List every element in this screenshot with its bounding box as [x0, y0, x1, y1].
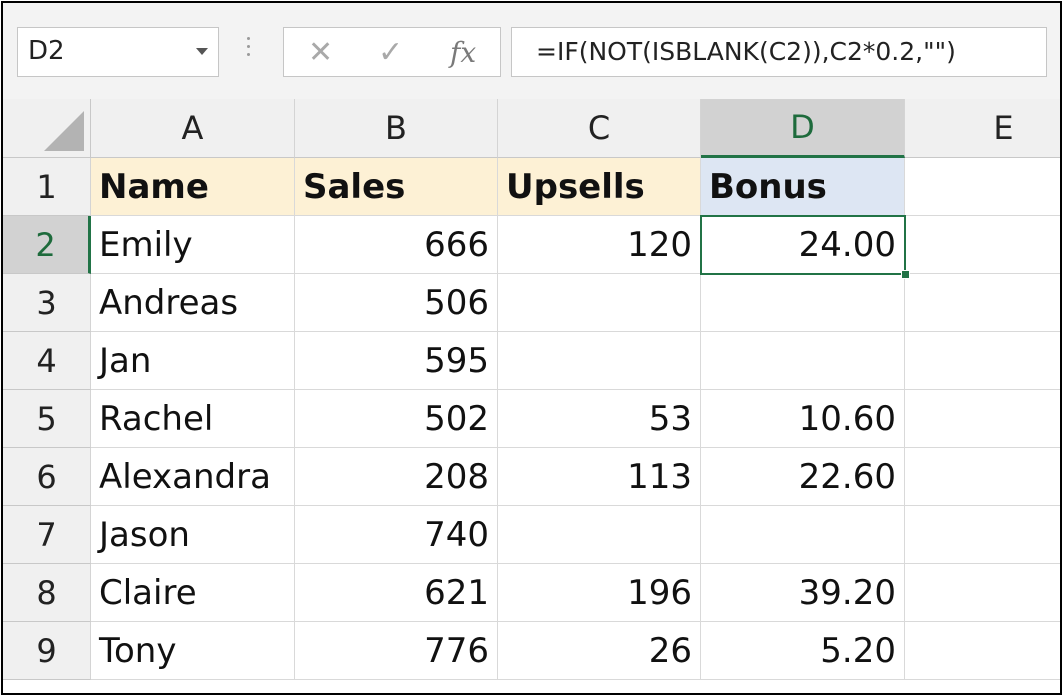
cell-d8[interactable]: 39.20	[701, 564, 905, 622]
cell-c9[interactable]: 26	[498, 622, 701, 680]
cell-a6[interactable]: Alexandra	[91, 448, 295, 506]
cell-a2[interactable]: Emily	[91, 216, 295, 274]
cell-b9[interactable]: 776	[295, 622, 498, 680]
insert-function-icon[interactable]: fx	[450, 36, 477, 69]
cell-a1[interactable]: Name	[91, 158, 295, 216]
row-header-5[interactable]: 5	[3, 390, 91, 448]
cell-d9[interactable]: 5.20	[701, 622, 905, 680]
cell-e9[interactable]	[905, 622, 1060, 680]
cell-b6[interactable]: 208	[295, 448, 498, 506]
cell-c4[interactable]	[498, 332, 701, 390]
cell-d6[interactable]: 22.60	[701, 448, 905, 506]
cell-e5[interactable]	[905, 390, 1060, 448]
row-header-4[interactable]: 4	[3, 332, 91, 390]
cell-c1[interactable]: Upsells	[498, 158, 701, 216]
cell-a4[interactable]: Jan	[91, 332, 295, 390]
cell-a3[interactable]: Andreas	[91, 274, 295, 332]
cell-d7[interactable]	[701, 506, 905, 564]
name-box-value: D2	[28, 36, 65, 66]
select-all-corner[interactable]	[3, 99, 91, 158]
cell-d4[interactable]	[701, 332, 905, 390]
column-header-e[interactable]: E	[905, 99, 1060, 158]
column-header-c[interactable]: C	[498, 99, 701, 158]
row-header-2[interactable]: 2	[3, 216, 91, 274]
cell-d3[interactable]	[701, 274, 905, 332]
cell-c7[interactable]	[498, 506, 701, 564]
cell-c6[interactable]: 113	[498, 448, 701, 506]
cell-b3[interactable]: 506	[295, 274, 498, 332]
cell-b8[interactable]: 621	[295, 564, 498, 622]
formula-input[interactable]: =IF(NOT(ISBLANK(C2)),C2*0.2,"")	[511, 27, 1047, 77]
row-header-3[interactable]: 3	[3, 274, 91, 332]
name-box[interactable]: D2	[17, 27, 219, 77]
cell-e3[interactable]	[905, 274, 1060, 332]
formula-bar-area: D2 ✕ ✓ fx =IF(NOT(ISBLANK(C2)),C2*0.2,""…	[3, 3, 1060, 99]
cell-a9[interactable]: Tony	[91, 622, 295, 680]
formula-text: =IF(NOT(ISBLANK(C2)),C2*0.2,"")	[536, 37, 956, 66]
cell-c8[interactable]: 196	[498, 564, 701, 622]
cell-e6[interactable]	[905, 448, 1060, 506]
cell-a7[interactable]: Jason	[91, 506, 295, 564]
select-all-triangle-icon	[44, 111, 84, 151]
row-header-7[interactable]: 7	[3, 506, 91, 564]
row-header-1[interactable]: 1	[3, 158, 91, 216]
drag-handle-icon[interactable]	[247, 37, 251, 67]
cell-b4[interactable]: 595	[295, 332, 498, 390]
fill-handle[interactable]	[901, 270, 910, 279]
enter-check-icon[interactable]: ✓	[378, 35, 404, 70]
row-header-9[interactable]: 9	[3, 622, 91, 680]
cell-e7[interactable]	[905, 506, 1060, 564]
cell-d5[interactable]: 10.60	[701, 390, 905, 448]
chevron-down-icon[interactable]	[196, 48, 208, 55]
formula-buttons: ✕ ✓ fx	[283, 27, 501, 77]
cell-b5[interactable]: 502	[295, 390, 498, 448]
cell-e4[interactable]	[905, 332, 1060, 390]
column-header-d[interactable]: D	[701, 99, 905, 158]
cell-e1[interactable]	[905, 158, 1060, 216]
cell-d1[interactable]: Bonus	[701, 158, 905, 216]
cell-b1[interactable]: Sales	[295, 158, 498, 216]
cell-e2[interactable]	[905, 216, 1060, 274]
cell-c2[interactable]: 120	[498, 216, 701, 274]
cancel-icon[interactable]: ✕	[308, 35, 334, 70]
row-header-6[interactable]: 6	[3, 448, 91, 506]
cell-a5[interactable]: Rachel	[91, 390, 295, 448]
cell-b2[interactable]: 666	[295, 216, 498, 274]
cell-c5[interactable]: 53	[498, 390, 701, 448]
cell-b7[interactable]: 740	[295, 506, 498, 564]
cell-d2[interactable]: 24.00	[701, 216, 905, 274]
row-header-8[interactable]: 8	[3, 564, 91, 622]
column-header-b[interactable]: B	[295, 99, 498, 158]
cell-c3[interactable]	[498, 274, 701, 332]
column-header-a[interactable]: A	[91, 99, 295, 158]
cell-e8[interactable]	[905, 564, 1060, 622]
cell-a8[interactable]: Claire	[91, 564, 295, 622]
